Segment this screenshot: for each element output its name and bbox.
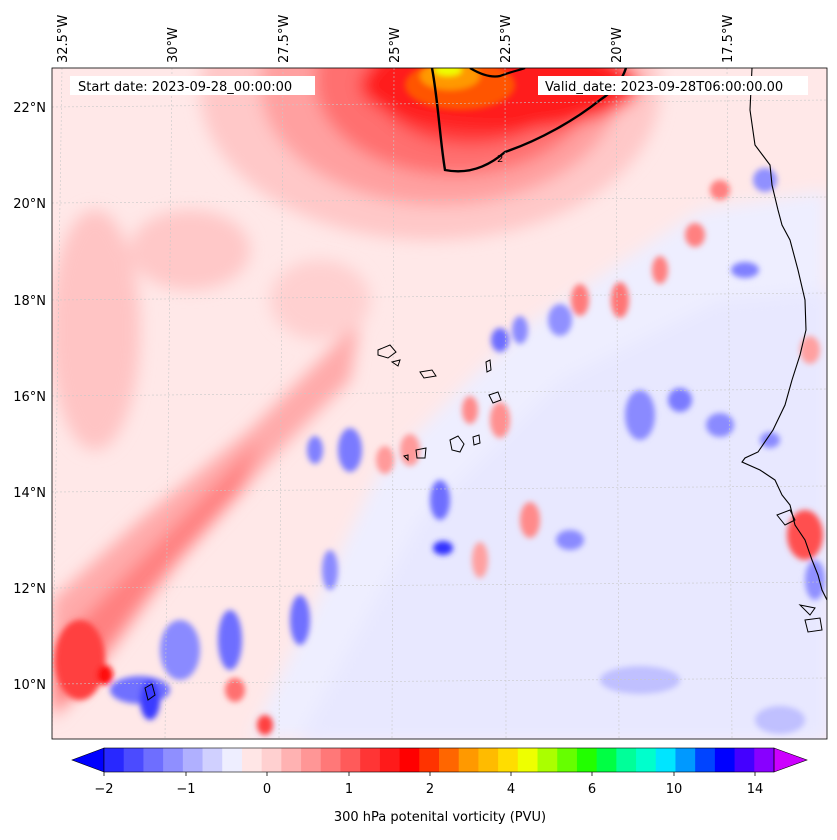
- colorbar-segment: [222, 748, 243, 772]
- lon-label: 30°W: [166, 27, 181, 63]
- colorbar-ticks: −2 −1 0 1 2 4 6 10 14: [94, 772, 763, 797]
- colorbar-segment: [616, 748, 637, 772]
- colorbar-segment: [478, 748, 499, 772]
- pv-field: 2: [52, 68, 827, 739]
- lat-label: 14°N: [13, 486, 46, 501]
- africa-coastline: [741, 68, 827, 601]
- colorbar-segment: [458, 748, 479, 772]
- colorbar-segment: [576, 748, 598, 772]
- colorbar-segment: [399, 748, 420, 772]
- lat-label: 10°N: [13, 678, 46, 693]
- colorbar-segment: [340, 748, 361, 772]
- colorbar-tick-label: 1: [345, 782, 353, 797]
- colorbar-tick-label: −1: [176, 782, 195, 797]
- colorbar-extend-high: [773, 747, 808, 773]
- start-date-text: Start date: 2023-09-28_00:00:00: [78, 80, 292, 95]
- colorbar-label: 300 hPa potenital vorticity (PVU): [334, 810, 546, 825]
- colorbar-segment: [360, 748, 381, 772]
- map-frame: [51, 67, 828, 740]
- colorbar-segment: [123, 748, 144, 772]
- colorbar-segment: [419, 748, 440, 772]
- colorbar: [71, 747, 808, 773]
- colorbar-segment: [537, 748, 558, 772]
- colorbar-segment: [675, 748, 696, 772]
- colorbar-tick-label: 4: [507, 782, 515, 797]
- lat-label: 22°N: [13, 101, 46, 116]
- lat-label: 12°N: [13, 582, 46, 597]
- colorbar-segment: [734, 748, 755, 772]
- colorbar-tick-label: 10: [666, 782, 683, 797]
- colorbar-segment: [202, 748, 223, 772]
- colorbar-tick-label: 2: [426, 782, 434, 797]
- colorbar-segment: [517, 748, 539, 772]
- lat-label: 18°N: [13, 294, 46, 309]
- colorbar-tick-label: 6: [588, 782, 596, 797]
- gridlines: [52, 68, 827, 739]
- colorbar-segment: [182, 748, 204, 772]
- colorbar-extend-low: [71, 747, 105, 773]
- colorbar-segment: [241, 748, 263, 772]
- lon-label: 22.5°W: [499, 15, 514, 63]
- colorbar-segment: [557, 748, 578, 772]
- colorbar-segment: [320, 748, 341, 772]
- colorbar-segment: [636, 748, 657, 772]
- colorbar-segment: [163, 748, 184, 772]
- colorbar-segment: [498, 748, 519, 772]
- colorbar-segment: [261, 748, 282, 772]
- lat-label: 16°N: [13, 390, 46, 405]
- colorbar-segment: [695, 748, 716, 772]
- latitude-labels: 22°N 20°N 18°N 16°N 14°N 12°N 10°N: [13, 101, 46, 693]
- colorbar-segment: [714, 748, 736, 772]
- colorbar-segment: [281, 748, 302, 772]
- lon-label: 20°W: [610, 27, 625, 63]
- colorbar-segment: [379, 748, 401, 772]
- colorbar-segment: [104, 748, 125, 772]
- colorbar-segment: [301, 748, 322, 772]
- valid-date-box: [538, 76, 808, 95]
- colorbar-segment: [754, 748, 775, 772]
- colorbar-segment: [143, 748, 164, 772]
- longitude-labels: 32.5°W 30°W 27.5°W 25°W 22.5°W 20°W 17.5°W: [56, 15, 736, 63]
- cape-verde-islands: [377, 344, 502, 462]
- contour-label: 2: [497, 154, 503, 165]
- lat-label: 20°N: [13, 197, 46, 212]
- lon-label: 27.5°W: [277, 15, 292, 63]
- lon-label: 17.5°W: [721, 15, 736, 63]
- lon-label: 32.5°W: [56, 15, 71, 63]
- lon-label: 25°W: [388, 27, 403, 63]
- colorbar-tick-label: −2: [94, 782, 113, 797]
- colorbar-segment: [596, 748, 617, 772]
- start-date-box: [70, 76, 315, 95]
- colorbar-tick-label: 14: [747, 782, 764, 797]
- colorbar-segment: [655, 748, 676, 772]
- colorbar-tick-label: 0: [263, 782, 271, 797]
- valid-date-text: Valid_date: 2023-09-28T06:00:00.00: [545, 80, 783, 95]
- colorbar-segment: [439, 748, 460, 772]
